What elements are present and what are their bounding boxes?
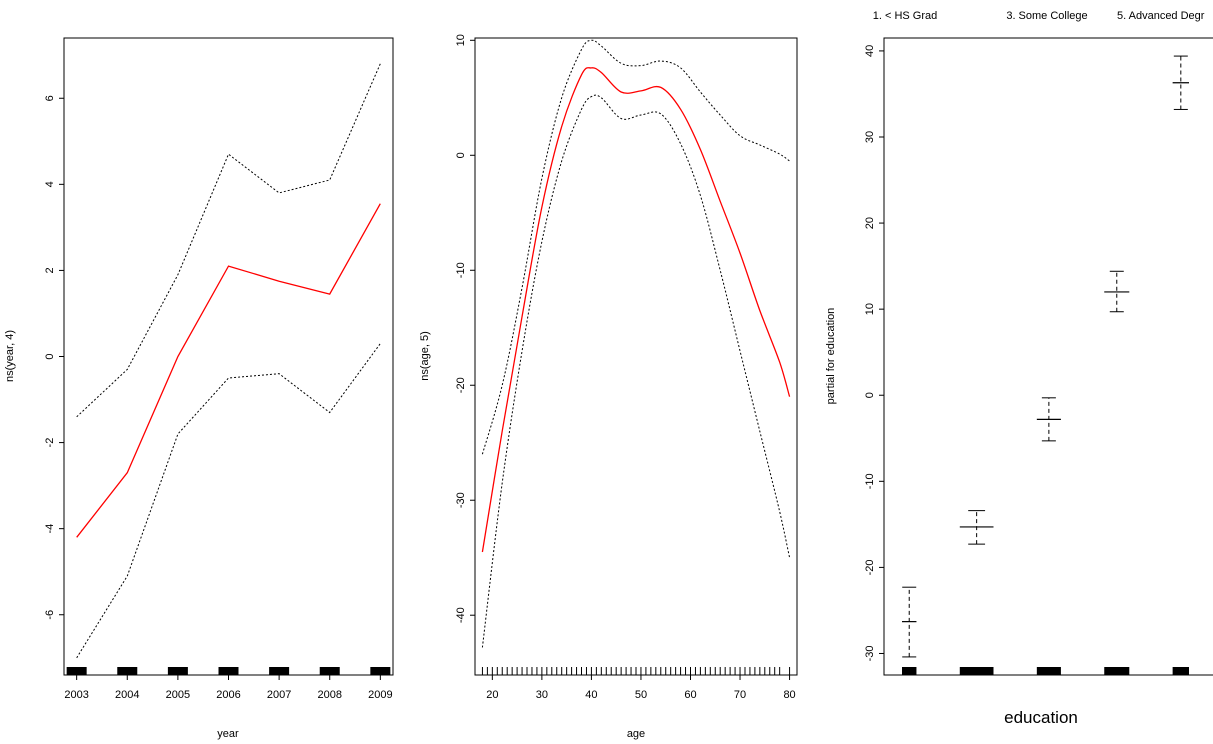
y-tick-label: 2	[44, 267, 56, 273]
rug-mark	[1036, 667, 1061, 675]
y-tick-label: -2	[44, 438, 56, 448]
x-tick-label: 30	[536, 689, 548, 701]
y-axis-label: partial for education	[825, 308, 837, 405]
x-tick-label: 2007	[267, 689, 291, 701]
y-axis-label: ns(year, 4)	[4, 330, 16, 382]
y-tick-label: 40	[864, 45, 876, 57]
y-tick-label: 4	[44, 181, 56, 187]
rug-mark	[218, 667, 239, 675]
x-tick-label: 2009	[368, 689, 392, 701]
y-tick-label: -30	[455, 492, 467, 508]
y-tick-label: 30	[864, 131, 876, 143]
lower-band-line	[76, 343, 381, 659]
y-tick-label: -10	[455, 262, 467, 278]
rug-mark	[902, 667, 917, 675]
panel-education: education partial for education 1. < HS …	[825, 10, 1213, 727]
x-tick-label: 20	[486, 689, 498, 701]
rug-mark	[167, 667, 188, 675]
rug-mark	[117, 667, 138, 675]
y-tick-label: -40	[455, 607, 467, 623]
rug-mark	[66, 667, 87, 675]
x-tick-label: 2006	[216, 689, 240, 701]
upper-band-line	[76, 63, 381, 418]
x-tick-label: 2005	[166, 689, 190, 701]
rug-mark	[1172, 667, 1189, 675]
y-tick-label: 0	[44, 353, 56, 359]
x-tick-label: 80	[783, 689, 795, 701]
plot-frame	[883, 37, 1213, 676]
rug-mark	[959, 667, 994, 675]
x-tick-label: 2004	[115, 689, 139, 701]
y-tick-label: -30	[864, 646, 876, 662]
y-tick-label: 0	[864, 392, 876, 398]
top-category-label: 5. Advanced Degr	[1117, 10, 1205, 22]
fit-line	[76, 203, 381, 538]
top-category-label: 3. Some College	[1006, 10, 1087, 22]
plot-frame	[474, 37, 798, 676]
y-tick-label: -4	[44, 524, 56, 534]
y-axis-label: ns(age, 5)	[419, 331, 431, 381]
y-tick-label: 0	[455, 152, 467, 158]
y-tick-label: 6	[44, 95, 56, 101]
x-axis-label: year	[217, 728, 239, 740]
panel-year: year ns(year, 4) 2003 2004 2005 2006 2007 200…	[4, 37, 394, 740]
x-tick-label: 70	[734, 689, 746, 701]
y-tick-label: -20	[864, 559, 876, 575]
x-axis-label: age	[627, 728, 645, 740]
plot-frame	[63, 37, 394, 676]
rug-mark	[319, 667, 340, 675]
lower-band-line	[481, 94, 791, 648]
rug-mark	[1104, 667, 1130, 675]
rug-mark	[269, 667, 290, 675]
y-tick-label: -20	[455, 377, 467, 393]
y-tick-label: -10	[864, 473, 876, 489]
y-tick-label: -6	[44, 610, 56, 620]
x-tick-label: 50	[635, 689, 647, 701]
panel-age: age ns(age, 5) 20 30 40 50 60 70 80 -40 -30 -20 -1…	[419, 34, 798, 740]
x-tick-label: 2003	[64, 689, 88, 701]
y-tick-label: 10	[864, 303, 876, 315]
x-axis-label: education	[1004, 708, 1078, 727]
top-category-label: 1. < HS Grad	[873, 10, 938, 22]
rug-mark	[370, 667, 391, 675]
x-tick-label: 60	[684, 689, 696, 701]
x-tick-label: 2008	[317, 689, 341, 701]
y-tick-label: 10	[455, 34, 467, 46]
y-tick-label: 20	[864, 217, 876, 229]
fit-line	[481, 67, 791, 553]
x-tick-label: 40	[585, 689, 597, 701]
upper-band-line	[481, 39, 790, 455]
